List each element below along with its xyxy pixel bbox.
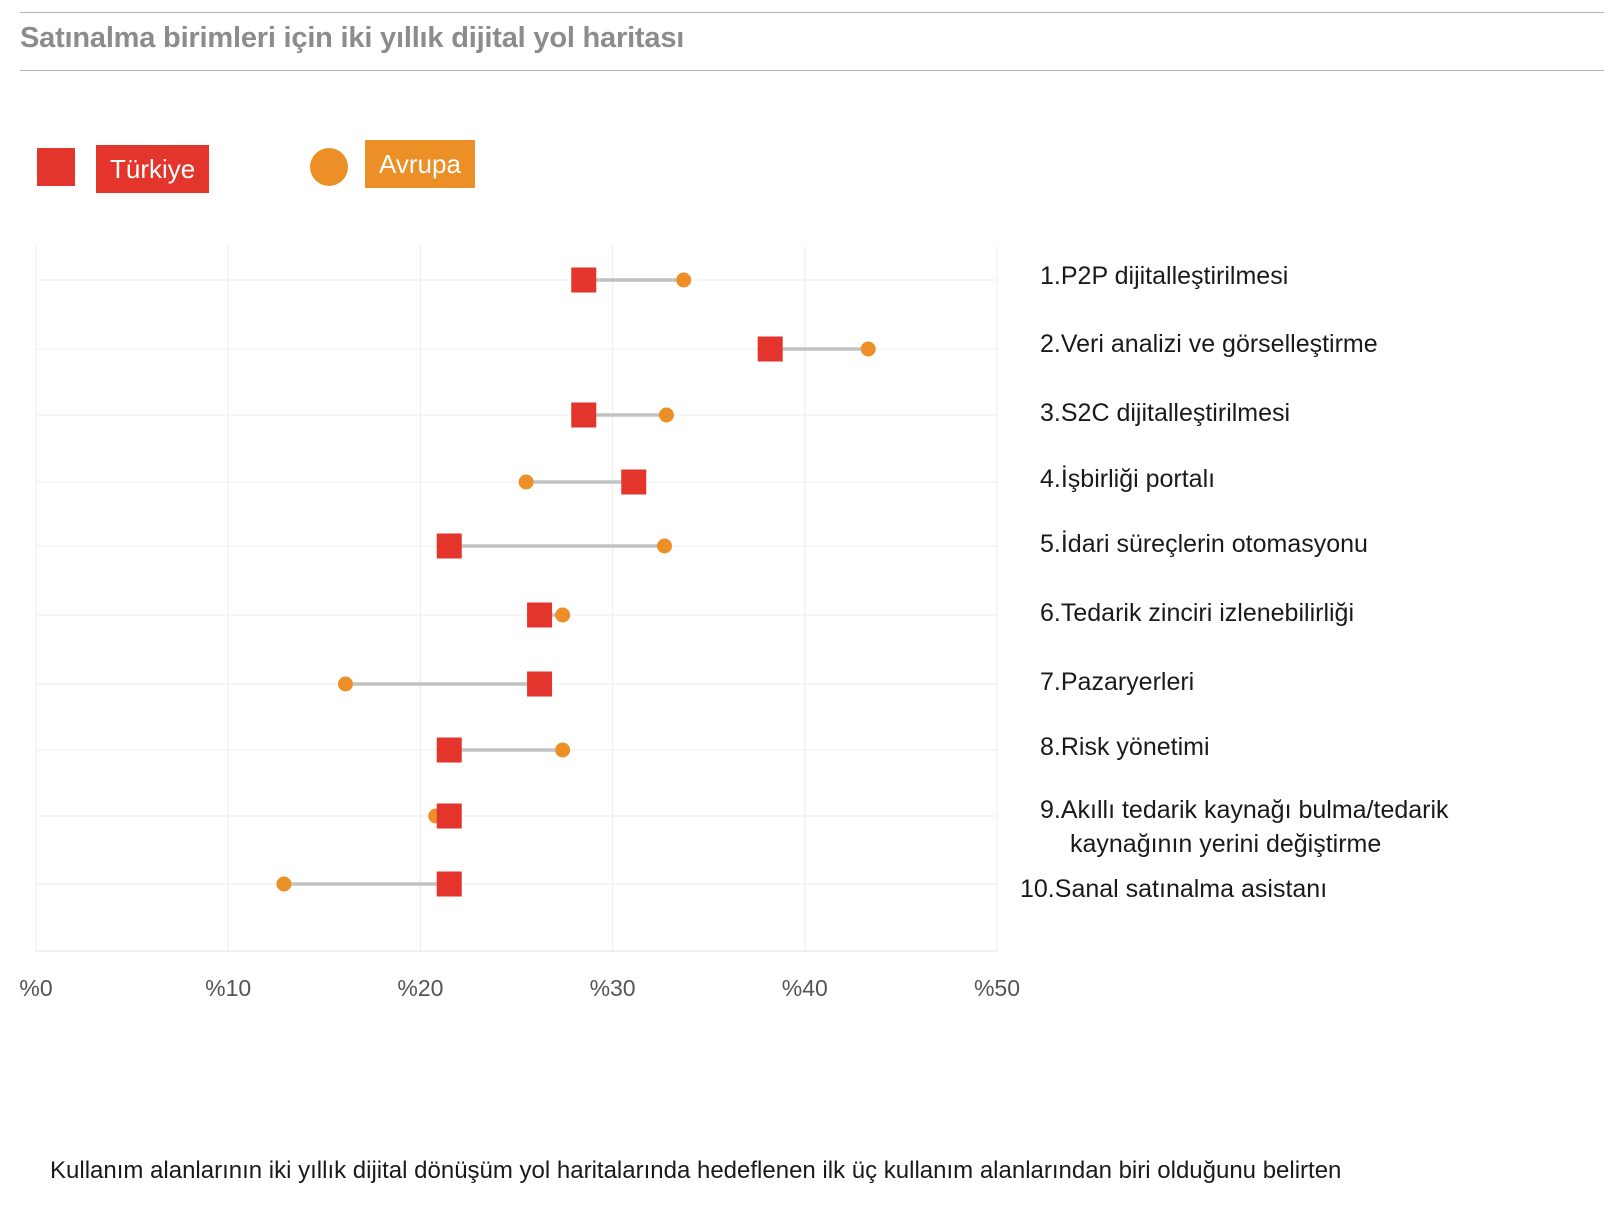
category-number: 10.: [1020, 875, 1055, 903]
category-text: İşbirliği portalı: [1060, 465, 1216, 493]
point-europe: [518, 474, 534, 490]
category-number: 3.: [1040, 399, 1061, 427]
footnote: Kullanım alanlarının iki yıllık dijital …: [50, 1157, 1342, 1184]
legend-turkey-label: Türkiye: [96, 145, 210, 193]
category-text-continued: kaynağının yerini değiştirme: [1070, 830, 1382, 858]
x-tick-label: %20: [397, 975, 443, 1001]
page-title: Satınalma birimleri için iki yıllık diji…: [20, 22, 685, 54]
point-turkey: [527, 671, 553, 697]
category-number: 5.: [1040, 530, 1061, 558]
top-rule: [20, 12, 1604, 13]
point-europe: [658, 407, 674, 423]
category-number: 1.: [1040, 262, 1061, 290]
point-turkey: [436, 803, 462, 829]
point-turkey: [621, 469, 647, 495]
category-label: 5. İdari süreçlerin otomasyonu: [1040, 527, 1368, 561]
category-number: 7.: [1040, 668, 1061, 696]
point-europe: [676, 272, 692, 288]
category-text: P2P dijitalleştirilmesi: [1060, 262, 1289, 290]
category-label: 7. Pazaryerleri: [1040, 665, 1194, 699]
category-label: 10. Sanal satınalma asistanı: [1020, 872, 1327, 906]
x-tick-label: %30: [590, 975, 636, 1001]
category-text: Sanal satınalma asistanı: [1054, 875, 1328, 903]
category-number: 9.: [1040, 796, 1061, 824]
point-turkey: [571, 267, 597, 293]
point-europe: [656, 538, 672, 554]
x-tick-label: %10: [205, 975, 251, 1001]
category-text: Veri analizi ve görselleştirme: [1060, 330, 1378, 358]
x-tick-label: %50: [974, 975, 1020, 1001]
point-europe: [337, 676, 353, 692]
point-europe: [860, 341, 876, 357]
point-turkey: [436, 533, 462, 559]
point-turkey: [436, 737, 462, 763]
category-label: 1. P2P dijitalleştirilmesi: [1040, 259, 1288, 293]
dumbbell-chart: %0 %10 %20 %30 %40 %50: [19, 246, 1020, 1001]
category-number: 4.: [1040, 465, 1061, 493]
category-text: Pazaryerleri: [1060, 668, 1195, 696]
category-label: 9. Akıllı tedarik kaynağı bulma/tedarik k…: [1040, 793, 1449, 861]
category-number: 2.: [1040, 330, 1061, 358]
point-europe: [555, 742, 571, 758]
title-rule: [20, 70, 1604, 71]
category-label: 8. Risk yönetimi: [1040, 730, 1210, 764]
legend-europe-circle-icon: [310, 148, 348, 186]
point-europe: [276, 876, 292, 892]
category-label: 4. İşbirliği portalı: [1040, 462, 1215, 496]
category-text: Tedarik zinciri izlenebilirliği: [1060, 599, 1355, 627]
category-label: 3. S2C dijitalleştirilmesi: [1040, 396, 1290, 430]
legend-europe-label: Avrupa: [365, 140, 475, 188]
category-text: İdari süreçlerin otomasyonu: [1060, 530, 1368, 558]
point-turkey: [757, 336, 783, 362]
x-tick-label: %0: [19, 975, 52, 1001]
category-text: S2C dijitalleştirilmesi: [1060, 399, 1291, 427]
category-text: Risk yönetimi: [1060, 733, 1210, 761]
category-number: 6.: [1040, 599, 1061, 627]
category-number: 8.: [1040, 733, 1061, 761]
legend-turkey-square-icon: [37, 148, 75, 186]
point-turkey: [571, 402, 597, 428]
x-tick-label: %40: [782, 975, 828, 1001]
point-turkey: [527, 602, 553, 628]
category-text: Akıllı tedarik kaynağı bulma/tedarik: [1060, 796, 1449, 824]
category-label: 6. Tedarik zinciri izlenebilirliği: [1040, 596, 1354, 630]
category-label: 2. Veri analizi ve görselleştirme: [1040, 327, 1378, 361]
point-europe: [555, 607, 571, 623]
point-turkey: [436, 871, 462, 897]
